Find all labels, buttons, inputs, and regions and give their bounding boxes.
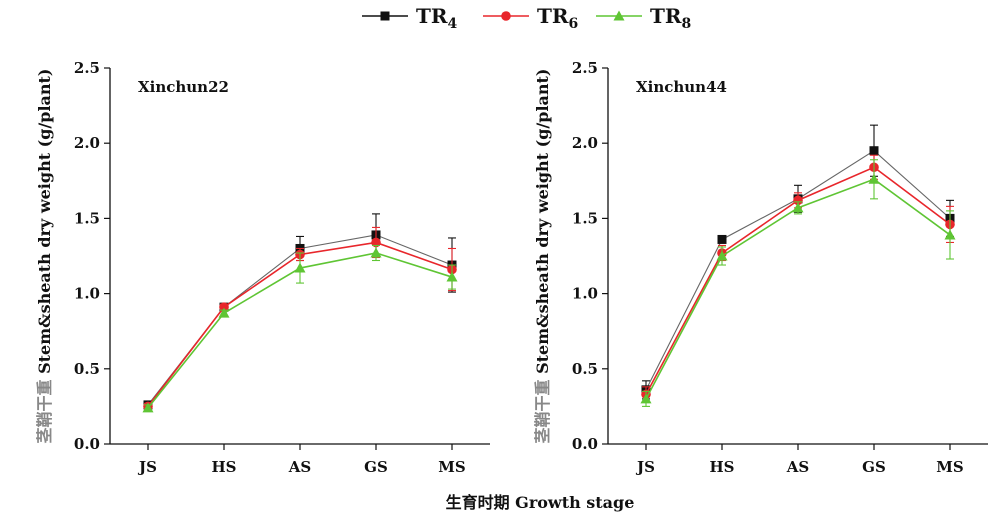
- legend-label-base: TR: [416, 4, 448, 28]
- legend-label: TR6: [537, 4, 578, 32]
- series-tr4: [641, 124, 955, 400]
- y-axis-label-cn: 茎鞘干重: [35, 374, 54, 444]
- data-point: [294, 262, 306, 273]
- panel-xinchun22: 0.0 0.5 1.0 1.5 2.0 2.5 JS HS AS GS MS Xinchun22 茎鞘干…: [35, 59, 490, 476]
- legend-label-subscript: 8: [682, 16, 692, 32]
- y-tick-label: 0.5: [74, 360, 100, 378]
- data-point: [370, 247, 382, 258]
- y-tick-label: 2.0: [572, 134, 598, 152]
- panel-xinchun44: 0.0 0.5 1.0 1.5 2.0 2.5 JS HS AS GS MS Xinchun44 茎鞘干…: [533, 59, 988, 476]
- data-point: [793, 195, 803, 206]
- legend-item-tr4: TR4: [362, 4, 458, 32]
- y-axis-label: 茎鞘干重 Stem&sheath dry weight (g/plant): [35, 69, 54, 444]
- y-axis-label-cn: 茎鞘干重: [533, 374, 552, 444]
- panel-title: Xinchun44: [636, 78, 727, 96]
- y-tick-label: 0.5: [572, 360, 598, 378]
- data-point: [717, 234, 727, 244]
- legend-marker-triangle: [613, 10, 625, 21]
- x-axis-label: 生育时期 Growth stage: [446, 493, 635, 512]
- series-tr8: [640, 159, 956, 407]
- data-point: [640, 393, 652, 404]
- legend: TR4 TR6 TR8: [362, 4, 691, 32]
- y-axis-label-en: Stem&sheath dry weight (g/plant): [35, 69, 54, 374]
- x-tick-label: HS: [211, 458, 236, 476]
- x-tick-label: MS: [936, 458, 963, 476]
- legend-label: TR8: [650, 4, 691, 32]
- data-point: [218, 307, 230, 318]
- x-tick-label: HS: [709, 458, 734, 476]
- x-tick-label: GS: [862, 458, 886, 476]
- data-point: [716, 250, 728, 261]
- y-tick-label: 1.5: [74, 209, 100, 227]
- series-tr4: [143, 213, 457, 410]
- x-tick-label: JS: [137, 458, 157, 476]
- y-tick-label: 2.5: [74, 59, 100, 77]
- legend-label-subscript: 4: [448, 16, 458, 32]
- y-axis-label-en: Stem&sheath dry weight (g/plant): [533, 69, 552, 374]
- data-point: [142, 402, 154, 413]
- data-point: [219, 302, 229, 312]
- legend-marker-square: [380, 11, 390, 21]
- y-tick-label: 1.5: [572, 209, 598, 227]
- legend-item-tr6: TR6: [483, 4, 578, 32]
- y-tick-label: 0.0: [572, 435, 598, 453]
- y-tick-label: 2.5: [572, 59, 598, 77]
- x-tick-label: MS: [438, 458, 465, 476]
- x-tick-label: GS: [364, 458, 388, 476]
- y-axis-label: 茎鞘干重 Stem&sheath dry weight (g/plant): [533, 69, 552, 444]
- data-point: [869, 146, 879, 156]
- data-point: [792, 202, 804, 213]
- data-point: [944, 229, 956, 240]
- legend-label-base: TR: [537, 4, 569, 28]
- y-tick-label: 1.0: [572, 285, 598, 303]
- x-tick-label: AS: [786, 458, 809, 476]
- x-tick-label: AS: [288, 458, 311, 476]
- x-tick-label: JS: [635, 458, 655, 476]
- panel-title: Xinchun22: [138, 78, 229, 96]
- legend-label-base: TR: [650, 4, 682, 28]
- data-point: [371, 237, 381, 248]
- data-point: [446, 271, 458, 282]
- data-point: [868, 173, 880, 184]
- legend-item-tr8: TR8: [596, 4, 691, 32]
- series-tr8: [142, 244, 458, 413]
- legend-label: TR4: [416, 4, 458, 32]
- y-tick-label: 0.0: [74, 435, 100, 453]
- legend-marker-circle: [501, 11, 511, 21]
- y-tick-label: 2.0: [74, 134, 100, 152]
- y-tick-label: 1.0: [74, 285, 100, 303]
- legend-label-subscript: 6: [569, 16, 579, 32]
